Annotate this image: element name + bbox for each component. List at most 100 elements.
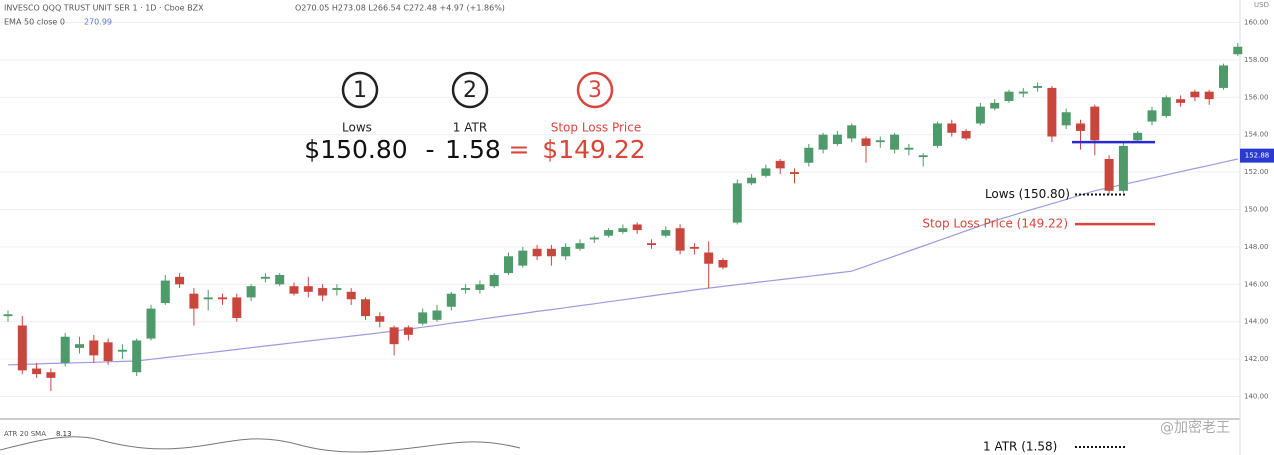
candle-body	[218, 297, 227, 300]
candle-body	[618, 228, 628, 232]
equation-minus: -	[425, 135, 434, 164]
candle-body	[418, 312, 428, 324]
candle-body	[1219, 65, 1228, 88]
candle-body	[861, 138, 871, 146]
candle-body	[704, 252, 714, 264]
candle-body	[1076, 123, 1085, 131]
candle-body	[375, 316, 385, 322]
candle-body	[1090, 106, 1100, 141]
candle-body	[918, 155, 928, 158]
candle-body	[346, 291, 356, 300]
candle-body	[1018, 91, 1028, 94]
candle-body	[747, 177, 757, 184]
equation-equals: =	[509, 135, 530, 164]
candle-body	[1104, 158, 1114, 191]
candle-body	[232, 297, 242, 318]
candle-body	[46, 372, 56, 378]
candle-body	[1233, 46, 1243, 55]
y-tick-label: 142.00	[1244, 355, 1269, 363]
candle-body	[461, 288, 471, 290]
candle-body	[947, 123, 957, 133]
candle-body	[933, 123, 942, 146]
candle-body	[675, 228, 685, 251]
candle-body	[1061, 112, 1071, 126]
step-circle	[576, 71, 614, 109]
candle-body	[975, 106, 985, 124]
atr-line	[0, 436, 521, 453]
candle-body	[561, 246, 571, 257]
step-circle	[341, 71, 379, 109]
candle-body	[361, 299, 370, 317]
candle-body	[575, 243, 585, 249]
candle-body	[847, 125, 857, 139]
candle-body	[203, 297, 213, 300]
candle-body	[318, 288, 328, 296]
atr-pane-label: ATR 20 SMA	[4, 430, 46, 438]
ohlc: O270.05 H273.08 L266.54 C272.48 +4.97 (+…	[295, 4, 505, 13]
candle-body	[904, 147, 914, 150]
ema-line	[7, 158, 1238, 366]
candle-body	[246, 286, 256, 298]
candle-body	[189, 293, 199, 309]
symbol: INVESCO QQQ TRUST UNIT SER 1 · 1D · Cboe…	[4, 4, 204, 13]
candle-body	[132, 340, 142, 373]
candle-body	[689, 246, 699, 249]
candle-body	[403, 327, 413, 335]
candle-body	[303, 286, 313, 292]
lows-text: Lows (150.80)	[985, 187, 1070, 201]
currency: USD	[1254, 1, 1269, 9]
candle-body	[1147, 110, 1157, 122]
candle-body	[875, 140, 885, 143]
candle-body	[990, 102, 1000, 109]
candle-body	[89, 340, 99, 356]
step-label: 1 ATR	[453, 121, 487, 135]
stop-text: Stop Loss Price (149.22)	[922, 217, 1068, 231]
candle-body	[818, 134, 828, 150]
candle-body	[17, 325, 27, 371]
candle-body	[761, 168, 771, 176]
step-number: 3	[588, 78, 602, 103]
candle-body	[961, 130, 971, 139]
candle-body	[60, 336, 70, 363]
y-tick-label: 156.00	[1244, 93, 1269, 101]
ema-label: EMA 50 close 0	[4, 18, 65, 27]
y-tick-label: 152.00	[1244, 168, 1269, 176]
candle-body	[1133, 132, 1143, 141]
y-tick-label: 140.00	[1244, 393, 1269, 401]
y-tick-label: 150.00	[1244, 206, 1269, 214]
candle-body	[103, 342, 113, 362]
candle-body	[589, 237, 599, 240]
candle-body	[75, 344, 84, 348]
watermark: @加密老王	[1160, 419, 1230, 436]
step-number: 2	[463, 78, 477, 103]
last-price-label: 152.88	[1245, 152, 1270, 160]
candle-body	[732, 183, 742, 223]
y-tick-label: 144.00	[1244, 318, 1269, 326]
candle-body	[432, 310, 442, 320]
candle-body	[1004, 91, 1014, 102]
candle-body	[32, 368, 42, 375]
candle-body	[446, 293, 456, 307]
candle-body	[175, 276, 185, 285]
step-label: Lows	[342, 121, 372, 135]
candle-body	[1204, 91, 1214, 100]
atr-pane-value: 8.13	[56, 430, 72, 438]
candle-body	[790, 172, 799, 174]
equation-atr: 1.58	[445, 135, 501, 164]
candle-body	[604, 230, 614, 236]
candle-body	[632, 224, 642, 231]
candle-body	[146, 308, 156, 339]
candle-body	[332, 288, 342, 290]
candle-body	[1176, 99, 1186, 103]
candle-body	[1047, 87, 1057, 137]
candle-body	[117, 349, 127, 352]
y-tick-label: 148.00	[1244, 243, 1269, 251]
candle-body	[832, 134, 842, 145]
y-tick-label: 160.00	[1244, 18, 1269, 26]
candle-body	[532, 248, 542, 257]
candle-body	[647, 243, 656, 246]
candle-body	[489, 274, 499, 287]
candle-body	[804, 147, 814, 163]
last-price-box	[1240, 148, 1274, 163]
